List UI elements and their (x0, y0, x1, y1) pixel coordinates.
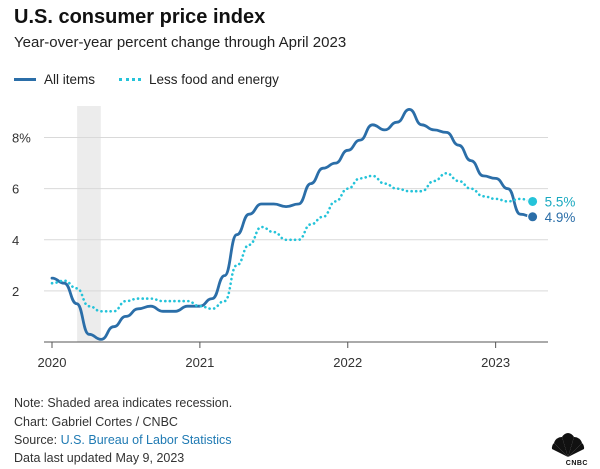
x-tick-label: 2022 (333, 355, 362, 370)
legend-swatch-dotted (119, 78, 142, 81)
footer-note: Note: Shaded area indicates recession. (14, 396, 233, 410)
cnbc-peacock-logo (551, 433, 585, 457)
end-label-all-items: 4.9% (545, 210, 576, 225)
legend-label-less-food-energy: Less food and energy (149, 72, 279, 87)
recession-band (77, 106, 101, 342)
y-tick-label: 2 (12, 284, 19, 299)
footer-source: Source: U.S. Bureau of Labor Statistics (14, 433, 232, 447)
end-marker-less-food-energy (527, 195, 539, 207)
x-tick-label: 2023 (481, 355, 510, 370)
cnbc-logo-text: CNBC (565, 460, 588, 467)
source-label: Source: (14, 433, 58, 447)
y-tick-label: 6 (12, 182, 19, 197)
legend-item-all-items: All items (14, 72, 95, 87)
series-line-all-items (50, 108, 534, 341)
chart-subtitle: Year-over-year percent change through Ap… (14, 34, 347, 51)
x-tick-label: 2020 (38, 355, 67, 370)
end-label-less-food-energy: 5.5% (545, 194, 576, 209)
legend-item-less-food-energy: Less food and energy (119, 72, 279, 87)
series-line-less-food-energy (50, 172, 534, 313)
legend-swatch-solid (14, 78, 36, 81)
y-tick-label: 8% (12, 131, 31, 146)
end-marker-all-items (527, 211, 539, 223)
y-tick-label: 4 (12, 233, 19, 248)
legend: All items Less food and energy (14, 72, 303, 87)
footer-credit: Chart: Gabriel Cortes / CNBC (14, 415, 178, 429)
chart-title: U.S. consumer price index (14, 6, 266, 28)
source-link[interactable]: U.S. Bureau of Labor Statistics (60, 433, 232, 447)
x-tick-label: 2021 (185, 355, 214, 370)
footer-updated: Data last updated May 9, 2023 (14, 451, 185, 465)
legend-label-all-items: All items (44, 72, 96, 87)
